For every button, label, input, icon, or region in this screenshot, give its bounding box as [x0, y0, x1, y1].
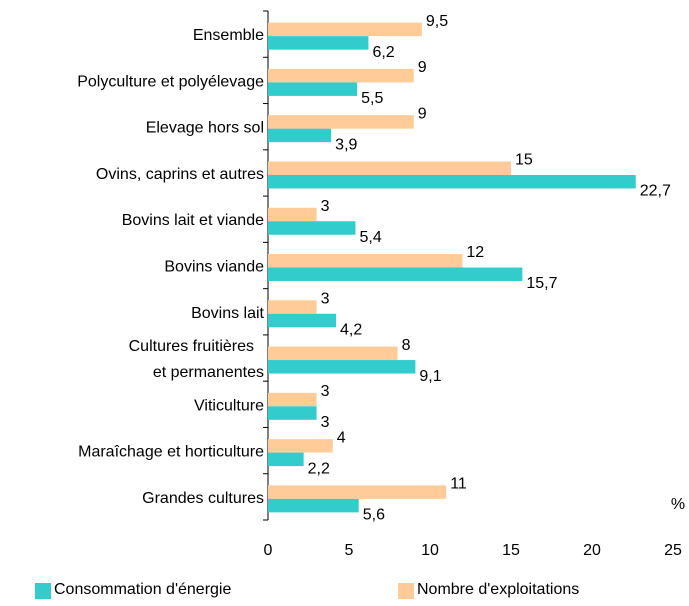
value-label: 3,9 — [335, 136, 357, 153]
value-label: 4 — [337, 429, 346, 446]
y-tick-label: Bovins lait et viande — [122, 212, 264, 229]
legend-swatch — [35, 583, 51, 599]
x-tick-label: 0 — [264, 542, 273, 559]
bar — [268, 439, 333, 453]
value-label: 9 — [418, 105, 427, 122]
bar — [268, 207, 317, 222]
x-axis-unit: % — [671, 496, 685, 513]
value-label: 9,5 — [426, 13, 448, 30]
value-label: 12 — [466, 244, 484, 261]
value-label: 3 — [321, 290, 330, 307]
y-tick-label: Ensemble — [193, 27, 264, 44]
bar — [268, 300, 317, 314]
y-tick-label: Viticulture — [194, 398, 264, 415]
bar — [268, 313, 337, 328]
y-tick-label: Ovins, caprins et autres — [96, 166, 264, 183]
bar — [268, 392, 317, 407]
y-tick-label: Bovins lait — [191, 305, 264, 322]
bar — [268, 161, 511, 175]
y-tick-label: Elevage hors sol — [146, 120, 264, 137]
value-label: 2,2 — [308, 460, 330, 477]
value-label: 11 — [450, 476, 467, 493]
legend-label: Nombre d'exploitations — [417, 581, 579, 598]
value-label: 15 — [515, 152, 533, 169]
y-tick-label: Cultures fruitières et permanentes — [129, 338, 264, 381]
x-tick-label: 20 — [583, 542, 601, 559]
x-tick-label: 10 — [421, 542, 439, 559]
bar — [268, 346, 398, 361]
value-label: 3 — [321, 414, 330, 431]
x-tick-label: 25 — [664, 542, 682, 559]
legend-swatch — [398, 583, 414, 599]
legend-label: Consommation d'énergie — [54, 581, 231, 598]
bar — [268, 68, 414, 83]
value-label: 8 — [402, 337, 411, 354]
bar — [268, 115, 414, 129]
y-tick-label: Bovins viande — [164, 259, 264, 276]
value-label: 5,5 — [361, 90, 383, 107]
value-label: 3 — [321, 383, 330, 400]
value-label: 4,2 — [340, 321, 362, 338]
bar — [268, 360, 416, 374]
value-label: 6,2 — [372, 44, 394, 61]
value-label: 15,7 — [526, 275, 557, 292]
bar — [268, 406, 317, 420]
value-label: 3 — [321, 198, 330, 215]
bar — [268, 498, 359, 513]
bar — [268, 221, 356, 235]
bar — [268, 22, 422, 37]
bar — [268, 36, 369, 50]
bar — [268, 82, 358, 96]
value-label: 5,6 — [363, 507, 385, 524]
value-label: 9 — [418, 59, 427, 76]
bar — [268, 174, 636, 189]
y-tick-label: Grandes cultures — [142, 490, 264, 507]
bar — [268, 485, 447, 499]
value-label: 5,4 — [359, 229, 381, 246]
value-label: 9,1 — [419, 368, 441, 385]
bar — [268, 452, 304, 467]
bar — [268, 254, 463, 268]
bar — [268, 267, 523, 281]
bar — [268, 128, 332, 143]
y-tick-label: Maraîchage et horticulture — [78, 444, 264, 461]
value-label: 22,7 — [640, 183, 671, 200]
x-tick-label: 5 — [345, 542, 354, 559]
x-tick-label: 15 — [502, 542, 520, 559]
y-tick-label: Polyculture et polyélevage — [77, 74, 264, 91]
